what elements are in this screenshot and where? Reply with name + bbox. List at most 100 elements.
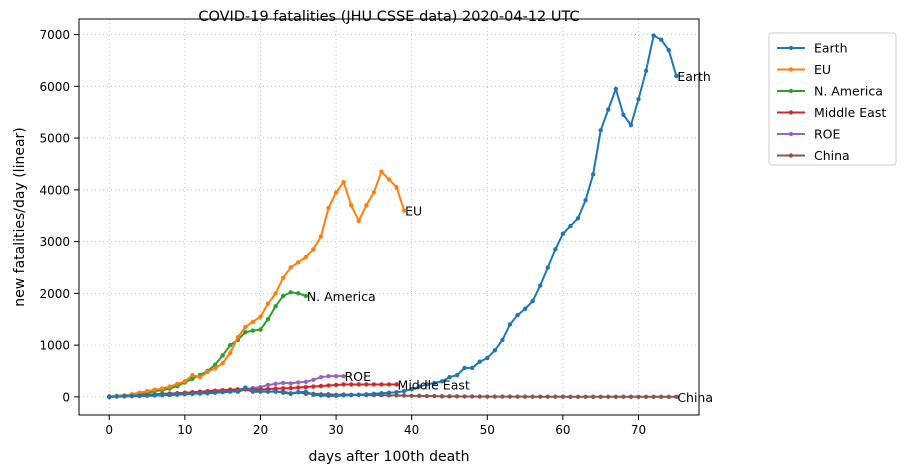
data-point-china — [485, 394, 490, 399]
data-point-china — [674, 394, 679, 399]
data-point-earth — [288, 391, 293, 396]
data-point-china — [651, 394, 656, 399]
data-point-earth — [575, 216, 581, 221]
data-point-earth — [651, 33, 656, 38]
legend: Earth EU N. America Middle East ROE China — [768, 32, 897, 166]
data-point-earth — [477, 359, 482, 364]
data-point-earth — [515, 312, 520, 318]
data-point-eu — [386, 177, 392, 182]
data-point-china — [447, 394, 452, 399]
data-point-earth — [114, 394, 120, 399]
data-point-eu — [167, 384, 172, 389]
data-point-china — [417, 393, 422, 399]
data-point-eu — [348, 203, 354, 208]
data-point-earth — [394, 390, 399, 395]
data-point-earth — [485, 355, 490, 361]
end-label-eu: EU — [405, 204, 422, 219]
data-point-n-america — [243, 329, 248, 335]
data-point-roe — [341, 373, 346, 379]
data-point-earth — [507, 322, 513, 327]
data-point-earth — [643, 68, 649, 73]
data-point-earth — [137, 393, 142, 398]
data-point-earth — [364, 392, 369, 397]
data-point-eu — [311, 247, 316, 252]
data-point-n-america — [303, 293, 309, 299]
x-tick-label: 0 — [105, 423, 113, 437]
legend-item-china: China — [777, 148, 850, 163]
data-point-china — [636, 394, 641, 399]
data-point-earth — [454, 372, 460, 378]
end-label-china: China — [677, 390, 713, 405]
data-point-n-america — [220, 353, 225, 358]
data-point-earth — [348, 392, 354, 398]
data-point-earth — [598, 128, 603, 133]
data-point-eu — [379, 169, 384, 174]
data-point-middle-east — [288, 385, 293, 391]
data-point-n-america — [265, 317, 271, 322]
data-point-earth — [462, 365, 467, 371]
legend-marker — [788, 88, 794, 94]
data-point-china — [560, 394, 566, 399]
data-point-eu — [341, 179, 346, 185]
legend-marker — [788, 131, 794, 137]
data-point-china — [628, 394, 634, 399]
data-point-earth — [296, 390, 301, 395]
data-point-roe — [326, 373, 331, 379]
data-point-earth — [590, 172, 596, 177]
data-point-eu — [280, 275, 286, 281]
series-earth — [107, 33, 679, 400]
legend-label: N. America — [814, 84, 883, 99]
data-point-n-america — [190, 376, 195, 381]
data-point-earth — [182, 391, 188, 397]
data-point-china — [590, 394, 596, 399]
data-point-eu — [175, 381, 180, 387]
data-point-china — [522, 394, 528, 399]
y-tick-label: 6000 — [39, 80, 70, 94]
data-point-china — [432, 393, 437, 399]
data-point-china — [401, 393, 407, 398]
data-point-eu — [401, 208, 407, 213]
data-point-earth — [326, 393, 331, 399]
data-point-eu — [182, 379, 188, 384]
end-label-earth: Earth — [677, 69, 711, 84]
data-point-earth — [371, 391, 377, 396]
data-point-china — [553, 394, 558, 399]
data-point-eu — [258, 314, 263, 319]
data-point-roe — [265, 382, 271, 388]
data-point-earth — [553, 247, 558, 252]
data-point-earth — [235, 388, 240, 394]
data-point-earth — [122, 393, 127, 399]
x-tick-label: 20 — [253, 423, 268, 437]
y-axis-label: new fatalities/day (linear) — [12, 127, 28, 306]
data-point-middle-east — [386, 382, 392, 387]
x-tick-label: 40 — [404, 423, 419, 437]
series-end-labels: China ROE Middle East N. America EU Earth — [307, 69, 713, 405]
data-point-roe — [311, 377, 316, 382]
data-point-middle-east — [326, 383, 331, 388]
data-point-earth — [432, 380, 437, 386]
legend-item-middle-east: Middle East — [777, 105, 886, 120]
data-point-middle-east — [333, 382, 339, 388]
series-line-eu — [109, 170, 406, 398]
data-point-china — [492, 394, 498, 399]
legend-item-roe: ROE — [777, 127, 841, 142]
data-point-earth — [159, 392, 165, 398]
data-point-middle-east — [394, 382, 399, 387]
data-point-earth — [250, 388, 256, 393]
data-point-earth — [583, 197, 588, 203]
data-point-china — [500, 394, 505, 399]
data-point-china — [643, 394, 649, 399]
data-point-china — [538, 394, 543, 399]
legend-label: Middle East — [814, 105, 886, 120]
data-point-earth — [243, 385, 248, 390]
data-point-earth — [333, 393, 339, 399]
data-point-eu — [250, 319, 256, 325]
data-point-eu — [364, 203, 369, 208]
legend-label: China — [814, 148, 850, 163]
x-tick-label: 30 — [328, 423, 343, 437]
data-point-eu — [288, 265, 293, 270]
data-point-earth — [424, 382, 430, 387]
y-tick-label: 2000 — [39, 287, 70, 301]
data-point-eu — [296, 260, 301, 265]
